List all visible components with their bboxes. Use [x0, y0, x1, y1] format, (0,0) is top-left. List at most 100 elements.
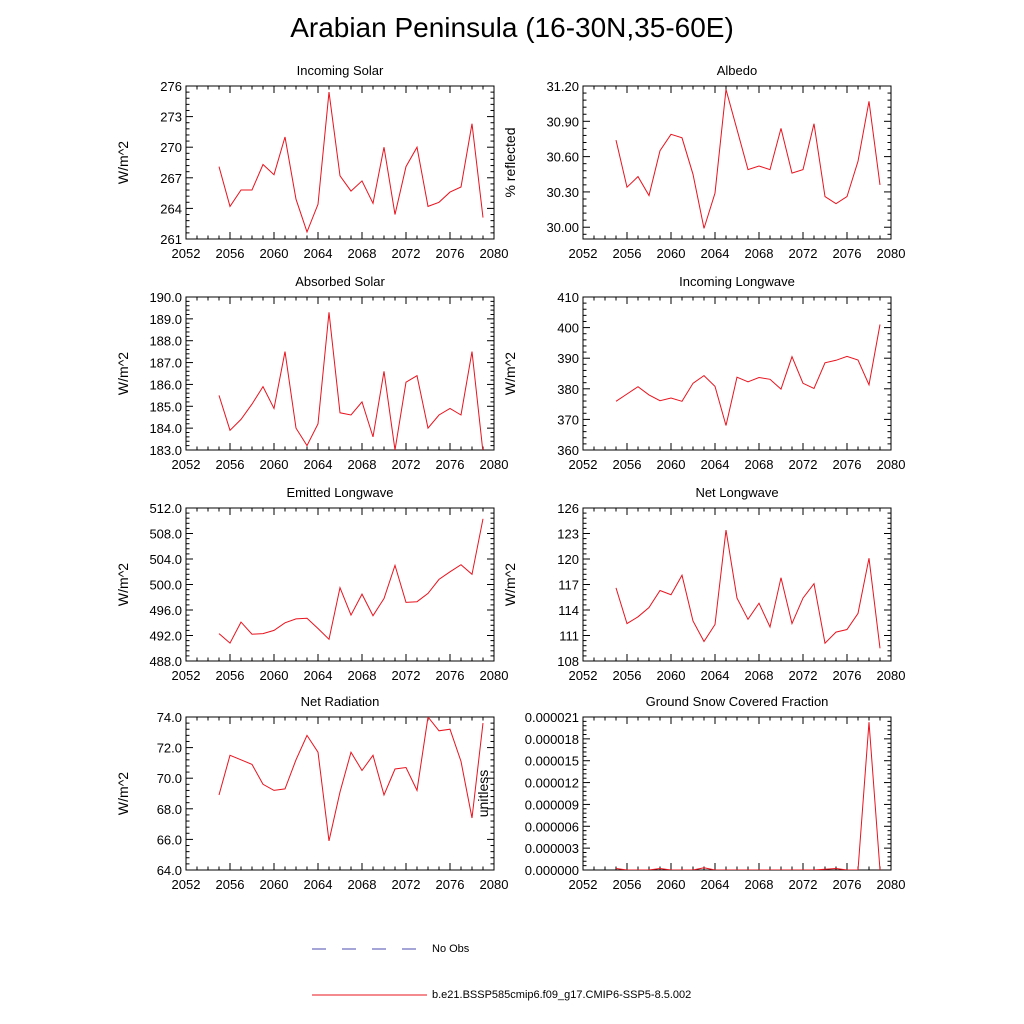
y-tick-label: 261 [160, 232, 182, 247]
y-tick-label: 390 [557, 351, 579, 366]
panel-incoming-longwave: 2052 2056 2060 2064 2068 2072 2076 2080 360 370 38… [502, 274, 905, 472]
x-tick-label: 2064 [701, 668, 730, 683]
x-tick-label: 2060 [260, 246, 289, 261]
x-tick-label: 2064 [701, 246, 730, 261]
x-tick-label: 2056 [613, 877, 642, 892]
x-tick-label: 2076 [833, 668, 862, 683]
x-tick-label: 2080 [877, 246, 906, 261]
x-tick-label: 2056 [613, 246, 642, 261]
y-tick-label: 108 [557, 654, 579, 669]
legend-model-line [312, 994, 427, 996]
y-tick-label: 0.000003 [525, 841, 579, 856]
y-axis-label: W/m^2 [115, 141, 131, 184]
x-tick-label: 2080 [877, 668, 906, 683]
y-tick-label: 508.0 [149, 527, 182, 542]
x-tick-label: 2080 [480, 246, 509, 261]
y-tick-label: 187.0 [149, 356, 182, 371]
series-line [218, 312, 484, 450]
y-tick-label: 360 [557, 443, 579, 458]
panel-ground-snow-covered-fraction: 2052 2056 2060 2064 2068 2072 2076 2080 0.000000… [475, 694, 905, 892]
y-tick-label: 184.0 [149, 421, 182, 436]
x-tick-label: 2056 [216, 457, 245, 472]
y-tick-label: 264 [160, 201, 182, 216]
x-tick-label: 2080 [877, 877, 906, 892]
panel-absorbed-solar: 2052 2056 2060 2064 2068 2072 2076 2080 183.0 184… [115, 274, 508, 472]
x-tick-label: 2064 [304, 877, 333, 892]
y-tick-label: 30.30 [546, 185, 579, 200]
y-tick-label: 500.0 [149, 578, 182, 593]
series-line [615, 89, 881, 229]
y-tick-label: 190.0 [149, 290, 182, 305]
x-tick-label: 2052 [172, 877, 201, 892]
x-tick-label: 2072 [392, 457, 421, 472]
y-tick-label: 117 [558, 578, 579, 593]
y-tick-label: 186.0 [149, 377, 182, 392]
y-tick-label: 120 [557, 552, 579, 567]
y-tick-label: 492.0 [149, 629, 182, 644]
x-tick-label: 2056 [216, 877, 245, 892]
y-tick-label: 488.0 [149, 654, 182, 669]
panel-title: Net Radiation [301, 694, 380, 709]
y-tick-label: 267 [160, 171, 182, 186]
y-tick-label: 64.0 [157, 863, 182, 878]
x-tick-label: 2068 [348, 457, 377, 472]
x-tick-label: 2060 [657, 668, 686, 683]
x-tick-label: 2068 [348, 246, 377, 261]
y-tick-label: 0.000009 [525, 797, 579, 812]
y-tick-label: 400 [557, 321, 579, 336]
y-tick-label: 496.0 [149, 603, 182, 618]
y-tick-label: 0.000012 [525, 776, 579, 791]
x-tick-label: 2072 [392, 668, 421, 683]
panel-title: Absorbed Solar [295, 274, 385, 289]
y-axis-label: unitless [475, 770, 491, 817]
x-tick-label: 2056 [216, 246, 245, 261]
plot-frame [185, 296, 495, 451]
legend-obs-label: No Obs [432, 943, 470, 955]
x-tick-label: 2056 [216, 668, 245, 683]
y-tick-label: 188.0 [149, 334, 182, 349]
y-tick-label: 31.20 [546, 79, 579, 94]
x-tick-label: 2076 [833, 877, 862, 892]
panel-incoming-solar: 2052 2056 2060 2064 2068 2072 2076 2080 261 264 26… [115, 63, 508, 261]
x-tick-label: 2068 [348, 877, 377, 892]
y-tick-label: 183.0 [149, 443, 182, 458]
x-tick-label: 2080 [480, 668, 509, 683]
x-tick-label: 2052 [569, 457, 598, 472]
series-line [218, 92, 484, 234]
x-tick-label: 2060 [657, 457, 686, 472]
legend-obs-line [312, 948, 422, 950]
y-axis-label: W/m^2 [115, 772, 131, 815]
x-tick-label: 2064 [701, 877, 730, 892]
series-line [218, 518, 484, 644]
y-tick-label: 30.00 [546, 220, 579, 235]
y-tick-label: 0.000021 [525, 710, 579, 725]
y-tick-label: 74.0 [157, 710, 182, 725]
x-tick-label: 2060 [260, 668, 289, 683]
x-tick-label: 2072 [789, 877, 818, 892]
x-tick-label: 2052 [569, 877, 598, 892]
x-tick-label: 2072 [789, 668, 818, 683]
y-tick-label: 0.000000 [525, 863, 579, 878]
plot-frame [185, 85, 495, 240]
y-tick-label: 30.90 [546, 114, 579, 129]
x-tick-label: 2064 [304, 668, 333, 683]
x-tick-label: 2056 [613, 668, 642, 683]
y-axis-label: W/m^2 [502, 563, 518, 606]
y-tick-label: 0.000006 [525, 819, 579, 834]
series-line [615, 530, 881, 649]
x-tick-label: 2068 [745, 457, 774, 472]
panel-title: Ground Snow Covered Fraction [646, 694, 829, 709]
series-line [615, 324, 881, 426]
y-tick-label: 30.60 [546, 150, 579, 165]
series-line [218, 717, 484, 842]
y-axis-label: % reflected [502, 127, 518, 197]
x-tick-label: 2080 [480, 457, 509, 472]
x-tick-label: 2060 [260, 877, 289, 892]
y-tick-label: 126 [557, 501, 579, 516]
panel-title: Emitted Longwave [287, 485, 394, 500]
plot-frame [582, 507, 892, 662]
x-tick-label: 2076 [833, 457, 862, 472]
y-tick-label: 123 [557, 527, 579, 542]
plot-frame [582, 296, 892, 451]
